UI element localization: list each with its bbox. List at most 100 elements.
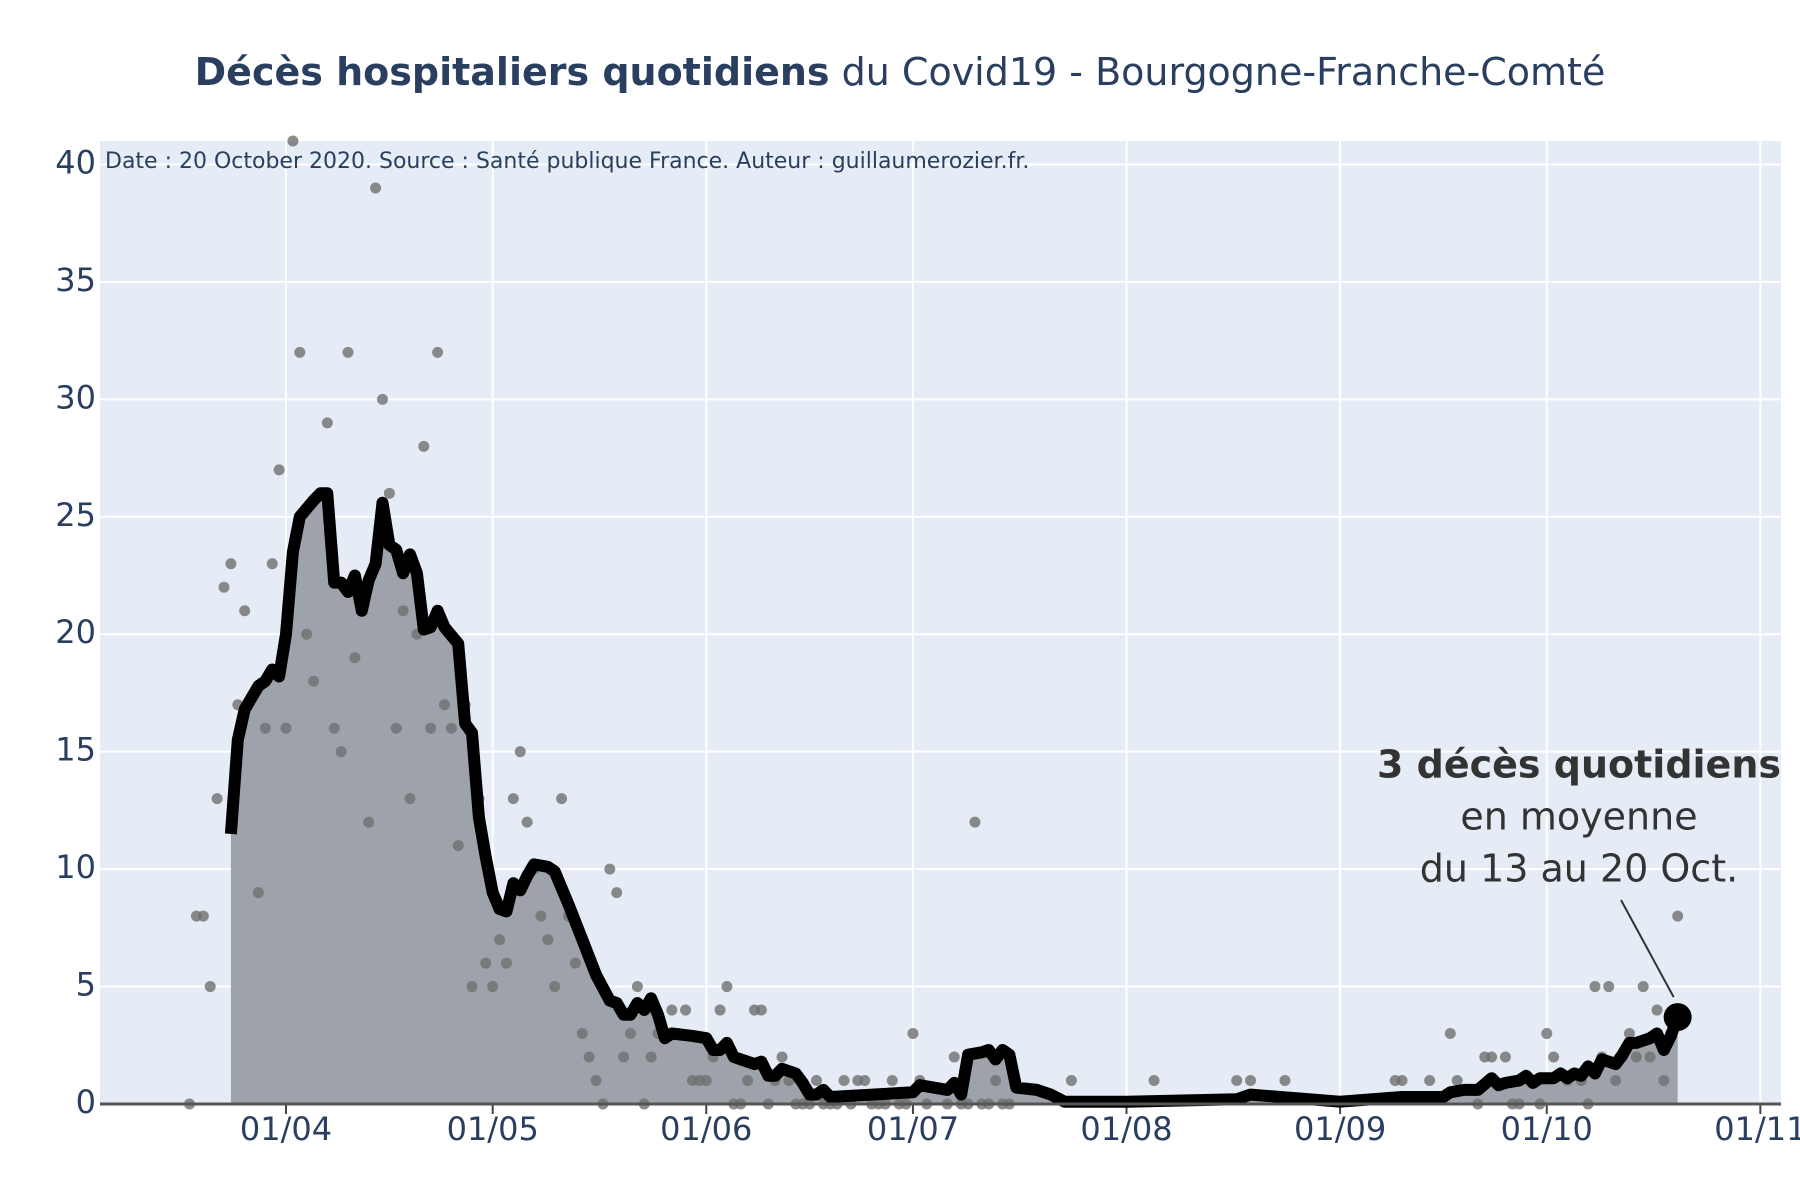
- data-point: [507, 793, 519, 805]
- data-point: [418, 440, 430, 452]
- data-point: [631, 981, 643, 993]
- data-point: [1658, 1075, 1670, 1087]
- data-point: [349, 652, 361, 664]
- title-rest: du Covid19 - Bourgogne-Franche-Comté: [830, 50, 1606, 94]
- y-tick-label: 20: [55, 613, 96, 651]
- data-point: [680, 1004, 692, 1016]
- data-point: [907, 1028, 919, 1040]
- data-point: [1245, 1075, 1257, 1087]
- data-point: [1486, 1051, 1498, 1063]
- subtitle: Date : 20 October 2020. Source : Santé p…: [105, 149, 1029, 174]
- data-point: [1589, 981, 1601, 993]
- data-point: [239, 605, 251, 617]
- end-marker: [1663, 1003, 1692, 1032]
- data-point: [514, 746, 526, 758]
- data-point: [273, 464, 285, 476]
- data-point: [328, 722, 340, 734]
- y-tick-label: 35: [55, 261, 96, 299]
- data-point: [1610, 1075, 1622, 1087]
- data-point: [714, 1004, 726, 1016]
- annotation-arrow: [1620, 899, 1675, 998]
- data-point: [301, 628, 313, 640]
- x-tick-label: 01/10: [1501, 1110, 1593, 1148]
- data-point: [480, 957, 492, 969]
- data-point: [1603, 981, 1615, 993]
- data-point: [666, 1004, 678, 1016]
- x-tick-label: 01/11: [1714, 1110, 1800, 1148]
- data-point: [321, 417, 333, 429]
- data-point: [280, 722, 292, 734]
- data-point: [1231, 1075, 1243, 1087]
- x-tick-label: 01/09: [1294, 1110, 1386, 1148]
- data-point: [308, 675, 320, 687]
- data-point: [1444, 1028, 1456, 1040]
- data-point: [742, 1075, 754, 1087]
- y-tick-label: 15: [55, 731, 96, 769]
- data-point: [1148, 1075, 1160, 1087]
- data-point: [624, 1028, 636, 1040]
- y-tick-label: 10: [55, 848, 96, 886]
- y-tick-label: 5: [76, 966, 96, 1004]
- data-point: [1644, 1051, 1656, 1063]
- data-point: [370, 182, 382, 194]
- data-point: [618, 1051, 630, 1063]
- annotation-text: en moyenne: [1460, 795, 1697, 839]
- data-point: [1451, 1075, 1463, 1087]
- data-point: [542, 934, 554, 946]
- data-point: [810, 1075, 822, 1087]
- annotation-title: 3 décès quotidiens: [1377, 743, 1781, 787]
- data-point: [645, 1051, 657, 1063]
- x-tick-label: 01/08: [1080, 1110, 1172, 1148]
- data-point: [266, 558, 278, 570]
- data-point: [383, 487, 395, 499]
- title-bold: Décès hospitaliers quotidiens: [195, 50, 830, 94]
- data-point: [1541, 1028, 1553, 1040]
- data-point: [721, 981, 733, 993]
- data-point: [452, 840, 464, 852]
- data-point: [204, 981, 216, 993]
- data-point: [252, 887, 264, 899]
- y-tick-label: 25: [55, 496, 96, 534]
- chart-title: Décès hospitaliers quotidiens du Covid19…: [195, 50, 1606, 94]
- data-point: [1651, 1004, 1663, 1016]
- line: [224, 487, 1684, 1108]
- y-tick-label: 30: [55, 378, 96, 416]
- data-point: [838, 1075, 850, 1087]
- data-point: [549, 981, 561, 993]
- data-point: [287, 135, 299, 147]
- data-point: [397, 605, 409, 617]
- data-point: [556, 793, 568, 805]
- data-point: [487, 981, 499, 993]
- annotation-text: du 13 au 20 Oct.: [1420, 847, 1738, 891]
- data-point: [259, 722, 271, 734]
- data-point: [1637, 981, 1649, 993]
- data-point: [197, 910, 209, 922]
- data-point: [438, 699, 450, 711]
- data-point: [990, 1075, 1002, 1087]
- y-tick-label: 40: [55, 143, 96, 181]
- y-tick-label: 0: [76, 1083, 96, 1121]
- data-point: [1623, 1028, 1635, 1040]
- data-point: [1396, 1075, 1408, 1087]
- data-point: [500, 957, 512, 969]
- data-point: [1630, 1051, 1642, 1063]
- data-point: [969, 816, 981, 828]
- data-point: [376, 393, 388, 405]
- data-point: [569, 957, 581, 969]
- data-point: [294, 346, 306, 358]
- data-point: [1065, 1075, 1077, 1087]
- area: [230, 493, 1678, 1104]
- data-point: [1279, 1075, 1291, 1087]
- data-point: [859, 1075, 871, 1087]
- data-point: [425, 722, 437, 734]
- data-point: [211, 793, 223, 805]
- data-point: [335, 746, 347, 758]
- x-tick-label: 01/05: [447, 1110, 539, 1148]
- data-point: [466, 981, 478, 993]
- data-point: [1424, 1075, 1436, 1087]
- data-point: [576, 1028, 588, 1040]
- data-point: [1548, 1051, 1560, 1063]
- x-tick-label: 01/06: [660, 1110, 752, 1148]
- data-point: [583, 1051, 595, 1063]
